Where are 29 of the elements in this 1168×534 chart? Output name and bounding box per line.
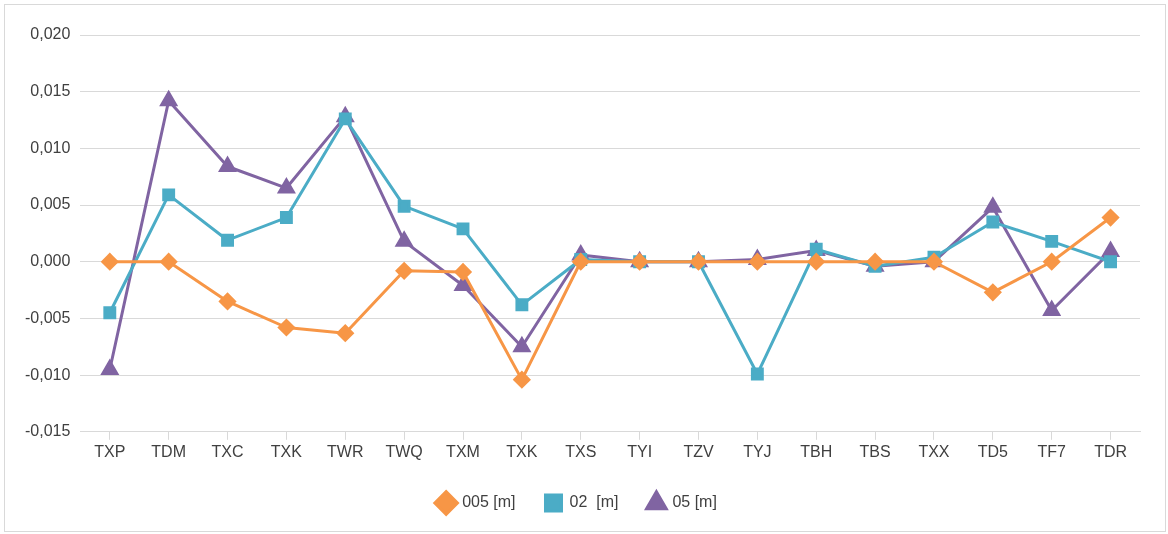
y-tick-label: 0,000 <box>30 252 71 270</box>
y-tick-label: -0,015 <box>24 422 71 440</box>
legend-label: 02 [m] <box>569 493 619 511</box>
x-tick-label: TWR <box>327 442 364 460</box>
x-tick-label: TXC <box>211 442 244 460</box>
y-tick-label: 0,020 <box>30 25 71 43</box>
x-tick-label: TDM <box>151 442 186 460</box>
y-tick-label: 0,005 <box>30 195 71 213</box>
x-tick-label: TDR <box>1094 442 1128 460</box>
x-tick-label: TXK <box>270 442 303 460</box>
y-tick-label: -0,010 <box>24 365 71 383</box>
x-tick-label: TBH <box>800 442 833 460</box>
y-tick-label: -0,005 <box>24 308 71 326</box>
x-tick-label: TXM <box>446 442 480 460</box>
x-tick-label: TYJ <box>743 442 772 460</box>
x-tick-label: TD5 <box>977 442 1009 460</box>
x-tick-label: TBS <box>859 442 891 460</box>
legend-label: 05 [m] <box>672 493 717 511</box>
x-tick-label: TF7 <box>1037 442 1067 460</box>
x-tick-label: TYI <box>627 442 653 460</box>
x-tick-label: TXS <box>565 442 597 460</box>
x-tick-label: TXP <box>94 442 126 460</box>
x-tick-label: TXX <box>918 442 950 460</box>
x-tick-label: TZV <box>683 442 714 460</box>
y-tick-label: 0,010 <box>30 138 71 156</box>
y-tick-label: 0,015 <box>30 82 71 100</box>
x-tick-label: TWQ <box>385 442 423 460</box>
legend-label: 005 [m] <box>462 493 516 511</box>
x-tick-label: TXK <box>506 442 538 460</box>
